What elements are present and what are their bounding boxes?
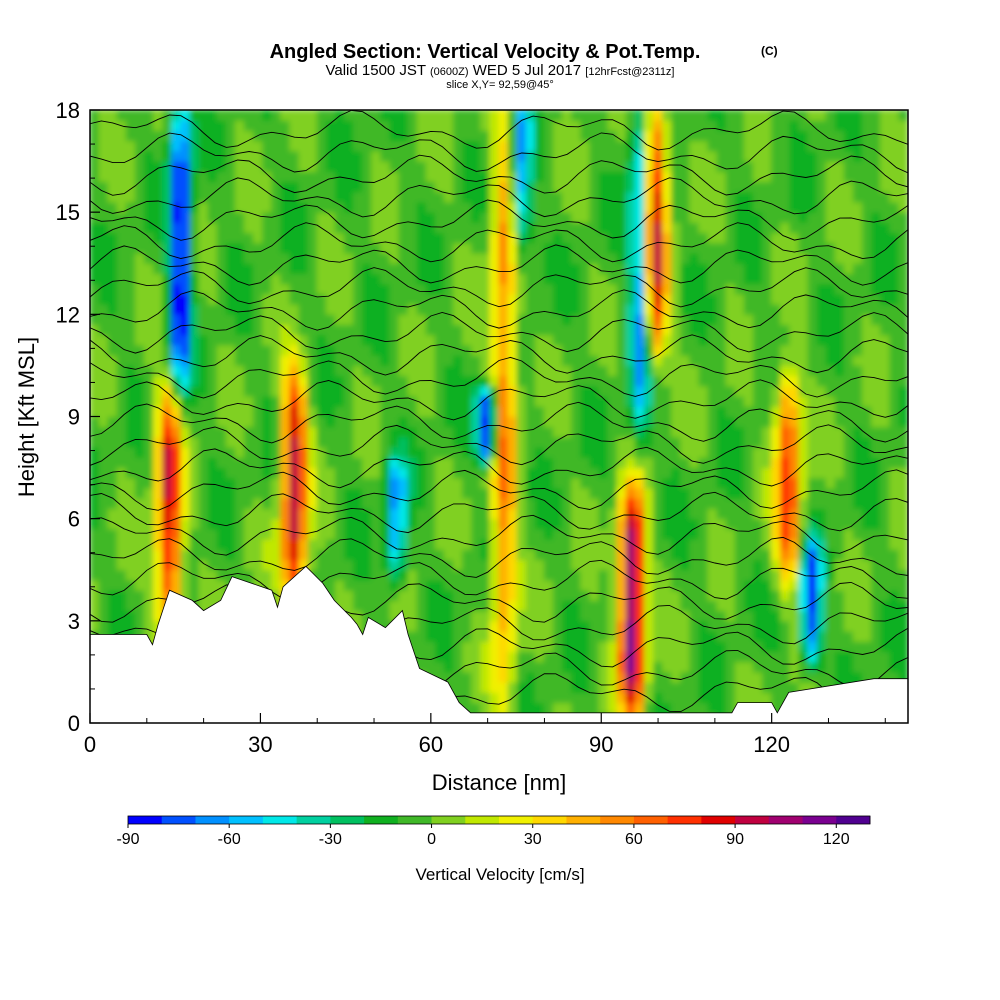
x-tick-label: 0: [84, 732, 96, 757]
x-axis: 0 30 60 90 120: [84, 713, 886, 757]
pot-temp-contour: [90, 469, 908, 511]
y-tick-label: 0: [68, 711, 80, 736]
colorbar-label: 60: [625, 831, 643, 848]
colorbar-swatch: [667, 816, 702, 824]
colorbar-label: 120: [823, 831, 850, 848]
colorbar-swatch: [229, 816, 264, 824]
chart-title-suffix: (C): [761, 44, 778, 58]
x-tick-label: 90: [589, 732, 613, 757]
y-tick-label: 18: [56, 98, 80, 123]
y-tick-label: 3: [68, 609, 80, 634]
colorbar-swatch: [296, 816, 331, 824]
pot-temp-contour: [90, 424, 908, 466]
pot-temp-contour: [90, 177, 908, 218]
colorbar-label: -60: [218, 831, 241, 848]
pot-temp-contour: [90, 132, 908, 174]
pot-temp-contour: [90, 154, 908, 196]
pot-temp-contour: [90, 559, 908, 601]
valid-utc: (0600Z): [430, 66, 469, 78]
colorbar-swatch: [465, 816, 500, 824]
y-tick-label: 12: [56, 302, 80, 327]
velocity-field: [90, 110, 908, 723]
y-tick-label: 9: [68, 405, 80, 430]
pot-temp-contour: [90, 446, 908, 489]
colorbar-swatch: [566, 816, 601, 824]
pot-temp-contour: [90, 356, 908, 399]
colorbar: -90 -60 -30 0 30 60 90 120: [116, 815, 871, 848]
colorbar-swatch: [735, 816, 770, 824]
colorbar-swatch: [364, 816, 399, 824]
colorbar-label: -30: [319, 831, 342, 848]
pot-temp-contour: [90, 536, 908, 578]
colorbar-swatch: [600, 816, 635, 824]
valid-line: Valid 1500 JST (0600Z) WED 5 Jul 2017 [1…: [325, 62, 674, 79]
chart-title: Angled Section: Vertical Velocity & Pot.…: [270, 41, 701, 63]
y-axis-label: Height [Kft MSL]: [14, 337, 39, 497]
colorbar-swatch: [195, 816, 230, 824]
pot-temp-contour: [90, 514, 908, 556]
colorbar-label: -90: [116, 831, 139, 848]
pot-temp-contour: [90, 312, 908, 354]
colorbar-swatch: [633, 816, 669, 824]
pot-temp-contour: [90, 379, 908, 421]
colorbar-label: 30: [524, 831, 542, 848]
forecast-info: [12hrFcst@2311z]: [585, 66, 674, 78]
x-tick-label: 30: [248, 732, 272, 757]
pot-temp-contours: [90, 110, 908, 713]
slice-info: slice X,Y= 92,59@45°: [446, 79, 554, 91]
colorbar-swatch: [397, 816, 432, 824]
pot-temp-contour: [90, 491, 908, 534]
y-tick-label: 15: [56, 200, 80, 225]
terrain-mask: [89, 565, 909, 724]
y-tick-label: 6: [68, 507, 80, 532]
colorbar-swatch: [262, 816, 298, 824]
pot-temp-contour: [90, 267, 908, 308]
terrain: [89, 565, 909, 724]
colorbar-label: 90: [726, 831, 744, 848]
colorbar-swatch: [836, 816, 871, 824]
colorbar-label: 0: [427, 831, 436, 848]
colorbar-swatch: [128, 816, 163, 824]
colorbar-swatch: [532, 816, 567, 824]
colorbar-swatch: [768, 816, 803, 824]
x-tick-label: 60: [419, 732, 443, 757]
colorbar-swatch: [802, 816, 837, 824]
pot-temp-contour: [90, 581, 908, 623]
colorbar-swatch: [431, 816, 466, 824]
colorbar-swatch: [701, 816, 736, 824]
colorbar-swatch: [330, 816, 365, 824]
pot-temp-contour: [90, 244, 908, 286]
pot-temp-contour: [90, 334, 908, 376]
x-axis-label: Distance [nm]: [432, 770, 567, 795]
pot-temp-contour: [90, 199, 908, 241]
pot-temp-contour: [90, 222, 908, 263]
colorbar-swatch: [161, 816, 196, 824]
pot-temp-contour: [90, 110, 908, 151]
pot-temp-contour: [90, 401, 908, 444]
colorbar-title: Vertical Velocity [cm/s]: [415, 865, 584, 884]
valid-date: WED 5 Jul 2017: [473, 62, 581, 79]
valid-time: Valid 1500 JST: [325, 62, 425, 79]
y-axis: 0 3 6 9 12 15 18: [56, 98, 100, 736]
x-tick-label: 120: [753, 732, 790, 757]
colorbar-swatch: [499, 816, 534, 824]
pot-temp-contour: [90, 289, 908, 331]
